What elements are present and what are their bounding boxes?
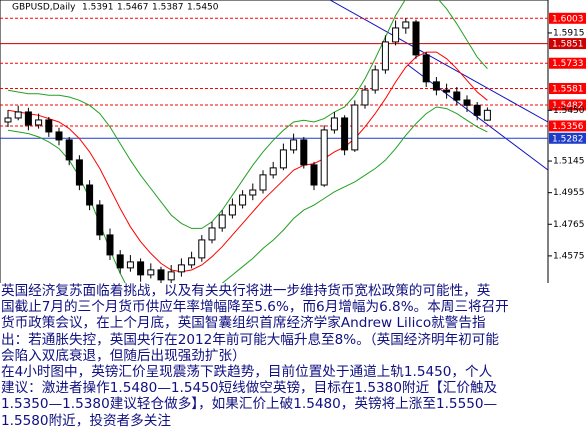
candle-body — [75, 159, 83, 186]
candle-body — [300, 139, 308, 166]
candle-body — [432, 81, 440, 91]
indicator-line — [7, 0, 488, 229]
level-label-bg — [549, 57, 586, 69]
y-tick-label: 1.5145 — [553, 157, 585, 167]
indicator-line — [7, 51, 488, 273]
level-label: 1.5482 — [552, 101, 584, 111]
candle-body — [126, 261, 134, 269]
candle-body — [45, 119, 53, 133]
candle-body — [392, 27, 400, 43]
header-value: 1.5467 — [117, 3, 149, 13]
chart-title: GBPUSD,Daily — [12, 3, 76, 13]
candle-body — [310, 164, 318, 186]
article-line: 货币政策会议，在上个月底，英国智囊组织首席经济学家Andrew Lilico就警… — [1, 315, 486, 332]
candle-body — [422, 54, 430, 83]
candle-body — [65, 139, 73, 161]
y-tick-label: 1.4955 — [553, 188, 585, 198]
article-line: 会陷入双底衰退，但随后出现强劲扩张） — [1, 347, 246, 364]
level-label-bg — [549, 120, 586, 132]
candle-body — [341, 117, 349, 151]
candle-body — [473, 104, 481, 116]
plot-frame — [0, 0, 549, 291]
candle-body — [188, 257, 196, 266]
candle-body — [402, 21, 410, 29]
candle-body — [35, 119, 43, 126]
candle-body — [320, 129, 328, 186]
candle-body — [157, 269, 165, 281]
candle-body — [86, 184, 94, 206]
candle-body — [239, 194, 247, 206]
candle-body — [167, 271, 175, 281]
candle-body — [147, 269, 155, 276]
last-price-label: 1.5450 — [553, 106, 585, 116]
candle-body — [443, 89, 451, 93]
candle-body — [208, 227, 216, 241]
candle-body — [137, 261, 145, 276]
candle-body — [361, 89, 369, 106]
candle-body — [290, 139, 298, 151]
plot — [0, 0, 548, 290]
article: 英国经济复苏面临着挑战，以及有关央行将进一步维持货币宽松政策的可能性，英 国截止… — [0, 283, 586, 431]
candle-body — [259, 174, 267, 191]
level-label-bg — [549, 12, 586, 24]
level-label: 1.6003 — [552, 14, 584, 24]
candle-body — [483, 109, 491, 121]
candle-body — [228, 204, 236, 216]
candle-body — [177, 264, 185, 273]
candle-body — [330, 117, 338, 131]
candle-body — [279, 149, 287, 169]
candle-body — [412, 21, 420, 56]
level-label: 1.5581 — [552, 85, 584, 95]
candle-body — [96, 204, 104, 236]
candle-body — [14, 111, 22, 119]
level-label-bg — [549, 38, 586, 50]
channel-lower — [407, 64, 549, 171]
level-label-bg — [549, 99, 586, 111]
candle-body — [24, 111, 32, 126]
candle-body — [463, 99, 471, 106]
header-value: 1.5391 — [82, 3, 114, 13]
article-line: 1.5580附近，投资者多关注 — [1, 412, 171, 429]
candle-body — [453, 91, 461, 101]
candle-body — [249, 189, 257, 196]
y-tick-label: 1.4765 — [553, 220, 585, 230]
y-tick-label: 1.5915 — [553, 28, 585, 38]
candle-body — [218, 214, 226, 229]
candle-body — [198, 239, 206, 259]
y-tick-label: 1.4575 — [553, 251, 585, 261]
level-label-bg — [549, 132, 586, 144]
candle-body — [4, 117, 12, 123]
article-line: 1.5350—1.5380建议轻仓做多】，如果汇价上破1.5480，英镑将上涨至… — [1, 396, 498, 413]
channel-upper — [329, 0, 549, 123]
header-value: 1.5387 — [152, 3, 184, 13]
candle-body — [269, 167, 277, 176]
level-label: 1.5282 — [552, 134, 584, 144]
candle-body — [351, 104, 359, 151]
article-line: 英国经济复苏面临着挑战，以及有关央行将进一步维持货币宽松政策的可能性，英 — [1, 283, 491, 299]
candle-body — [116, 254, 124, 269]
candle-body — [55, 131, 63, 141]
article-line: 国截止7月的三个月货币供应年率增幅降至5.6%，而6月增幅为6.8%。本周三将召… — [1, 299, 509, 316]
candle-body — [381, 41, 389, 71]
candle-body — [106, 234, 114, 256]
level-label: 1.5356 — [552, 122, 584, 132]
level-label: 1.5733 — [552, 59, 584, 69]
header-value: 1.5450 — [187, 3, 219, 13]
level-label-bg — [549, 83, 586, 95]
article-line: 出：若通胀失控，英国央行在2012年前可能大幅升息至8%。（英国经济明年初可能 — [1, 331, 499, 348]
level-label: 1.5851 — [552, 40, 584, 50]
candle-body — [371, 69, 379, 91]
article-line: 建议：激进者操作1.5480—1.5450短线做空英镑，目标在1.5380附近【… — [1, 380, 498, 397]
article-line: 在4小时图中，英镑汇价呈现震荡下跌趋势，目前位置处于通道上轨1.5450，个人 — [1, 364, 493, 381]
